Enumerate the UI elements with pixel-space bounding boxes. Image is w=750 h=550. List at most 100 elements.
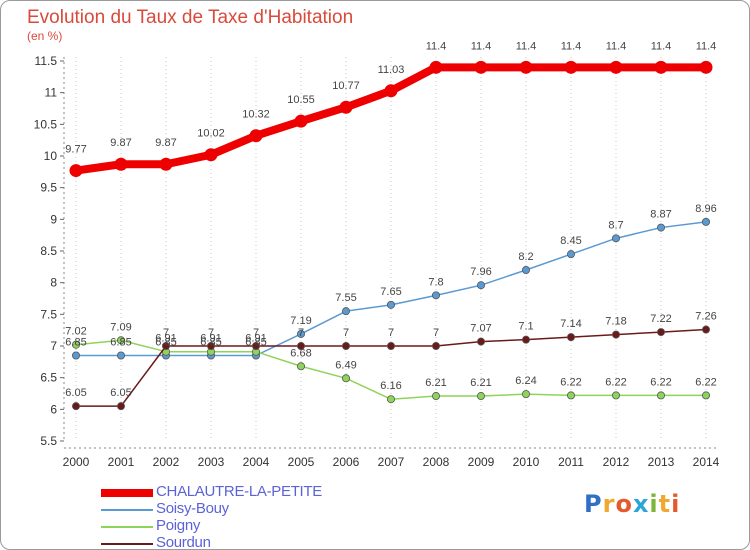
data-point [161,341,170,350]
legend-label: CHALAUTRE-LA-PETITE [156,483,322,500]
data-point [386,395,395,404]
data-label: 10.77 [332,80,360,92]
data-point [431,291,440,300]
x-tick-label: 2011 [558,455,584,469]
legend-swatch [101,543,153,545]
data-label: 6.16 [380,380,401,392]
data-point [612,330,621,339]
logo-letter: i [671,490,681,518]
y-tick-label: 8 [50,276,57,290]
data-point [431,392,440,401]
data-label: 11.4 [426,40,447,52]
data-point [206,341,215,350]
logo-letter: o [615,490,633,518]
data-point [384,84,398,98]
data-label: 11.4 [516,40,537,52]
logo-letter: P [584,490,603,518]
data-label: 7.55 [335,292,356,304]
data-point [476,281,485,290]
data-point [341,341,350,350]
data-point [522,265,531,274]
data-label: 6.22 [560,376,581,388]
data-label: 7 [163,327,169,339]
data-point [612,234,621,243]
legend-swatch [101,526,153,528]
data-label: 6.91 [155,333,176,345]
data-point [386,341,395,350]
data-point [386,300,395,309]
data-label: 6.21 [470,377,491,389]
axis-layer: 5.5 6 6.5 7 7.5 8 8.5 9 9.5 10 10.5 11 11.5 2000 2001 2… [34,54,720,469]
data-label: 6.22 [605,376,626,388]
x-tick-label: 2008 [423,455,450,469]
x-tick-label: 2001 [108,455,135,469]
data-label: 7 [253,327,259,339]
data-label: 11.4 [561,40,582,52]
data-label: 6.05 [110,387,131,399]
data-label: 7.18 [605,316,626,328]
data-label: 8.96 [695,203,716,215]
x-tick-label: 2014 [693,455,720,469]
data-label: 6.85 [200,337,221,349]
y-tick-label: 9.5 [40,181,57,195]
legend-swatch [101,489,153,497]
y-tick-label: 6 [50,402,57,416]
y-tick-label: 10 [44,149,58,163]
data-label: 7 [298,327,304,339]
series-layer [69,60,713,411]
x-tick-label: 2005 [288,455,315,469]
x-tick-label: 2013 [648,455,675,469]
data-point [609,60,623,74]
data-label: 6.05 [65,387,86,399]
y-tick-label: 10.5 [34,117,58,131]
data-label: 7.8 [428,276,443,288]
x-tick-label: 2010 [513,455,540,469]
data-point [476,392,485,401]
data-point [251,341,260,350]
data-label: 7.19 [290,315,311,327]
data-label: 11.4 [471,40,492,52]
data-point [654,60,668,74]
data-point [567,333,576,342]
data-point [519,60,533,74]
data-point [114,157,128,171]
data-label: 7.02 [65,326,86,338]
data-point [702,391,711,400]
data-point [567,391,576,400]
data-label: 6.91 [245,333,266,345]
logo-letter: t [658,490,672,518]
data-label: 6.68 [290,347,311,359]
data-point [294,114,308,128]
data-label: 7.09 [110,321,131,333]
y-tick-label: 8.5 [40,244,57,258]
data-label: 11.4 [606,40,627,52]
data-label: 10.32 [242,109,270,121]
data-label: 6.91 [200,333,221,345]
data-label: 7 [343,327,349,339]
data-point [159,157,173,171]
logo-letter: i [649,490,659,518]
data-point [612,391,621,400]
data-label: 6.85 [245,337,266,349]
data-label: 8.45 [560,235,581,247]
data-point [699,60,713,74]
y-tick-label: 6.5 [40,371,57,385]
data-label: 7 [388,327,394,339]
data-point [117,402,126,411]
y-tick-label: 11.5 [35,54,58,68]
legend-label: Sourdun [156,534,211,550]
legend-swatch [101,509,153,511]
data-point [296,329,305,338]
x-tick-label: 2012 [603,455,630,469]
data-label: 7.65 [380,286,401,298]
data-point [567,250,576,259]
x-tick-label: 2003 [198,455,225,469]
y-tick-label: 11 [45,86,58,100]
chart-title: Evolution du Taux de Taxe d'Habitation [27,7,354,28]
x-tick-label: 2004 [243,455,270,469]
x-tick-label: 2000 [63,455,90,469]
data-point [69,164,83,178]
data-label: 8.7 [608,219,623,231]
